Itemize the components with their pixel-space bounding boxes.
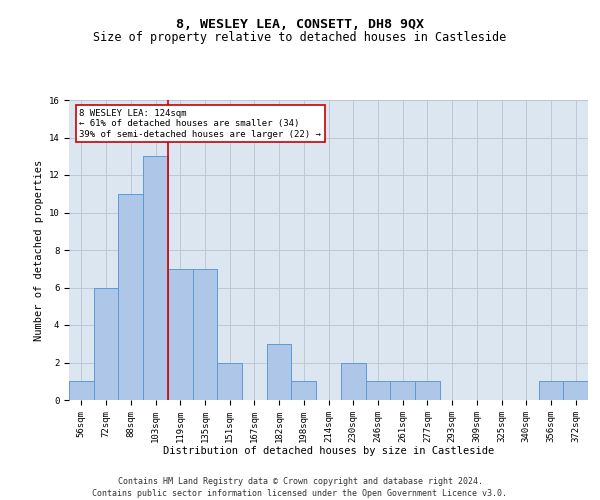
Bar [143,156,168,400]
Text: Size of property relative to detached houses in Castleside: Size of property relative to detached ho… [94,31,506,44]
Y-axis label: Number of detached properties: Number of detached properties [34,160,44,340]
Bar [168,269,193,400]
Bar [390,381,415,400]
Text: 8 WESLEY LEA: 124sqm
← 61% of detached houses are smaller (34)
39% of semi-detac: 8 WESLEY LEA: 124sqm ← 61% of detached h… [79,109,321,139]
Bar [292,381,316,400]
X-axis label: Distribution of detached houses by size in Castleside: Distribution of detached houses by size … [163,446,494,456]
Bar [217,362,242,400]
Bar [341,362,365,400]
Bar [539,381,563,400]
Bar [415,381,440,400]
Bar [267,344,292,400]
Text: 8, WESLEY LEA, CONSETT, DH8 9QX: 8, WESLEY LEA, CONSETT, DH8 9QX [176,18,424,30]
Bar [69,381,94,400]
Bar [365,381,390,400]
Bar [563,381,588,400]
Bar [118,194,143,400]
Bar [94,288,118,400]
Bar [193,269,217,400]
Text: Contains HM Land Registry data © Crown copyright and database right 2024.
Contai: Contains HM Land Registry data © Crown c… [92,476,508,498]
